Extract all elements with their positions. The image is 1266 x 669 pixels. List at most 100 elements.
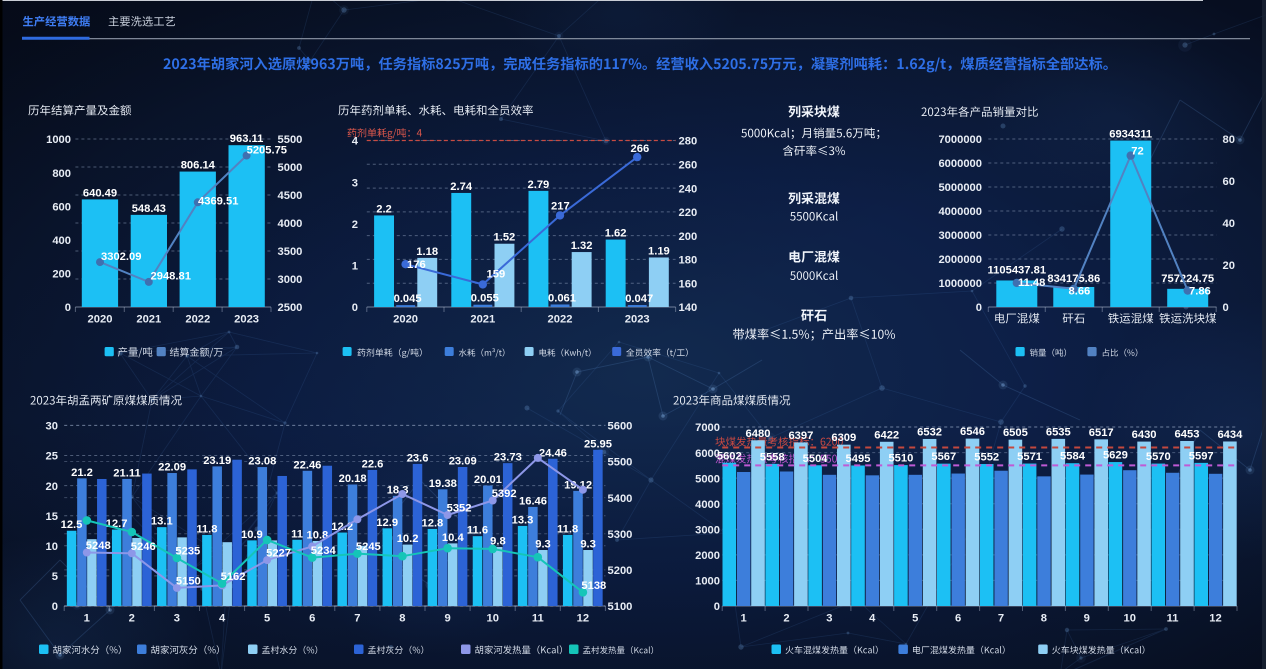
svg-text:5234: 5234 [311, 545, 337, 557]
svg-text:6397: 6397 [788, 430, 813, 442]
svg-text:6453: 6453 [1175, 429, 1200, 441]
svg-text:23.19: 23.19 [203, 455, 231, 467]
svg-text:7: 7 [998, 613, 1004, 625]
svg-text:20: 20 [46, 481, 58, 493]
svg-text:1: 1 [84, 613, 90, 625]
svg-text:6430: 6430 [1132, 429, 1157, 441]
svg-text:5205.75: 5205.75 [247, 145, 287, 157]
svg-text:3: 3 [826, 613, 832, 625]
svg-text:6934311: 6934311 [1109, 129, 1152, 141]
svg-text:1.62: 1.62 [605, 228, 627, 240]
svg-text:4: 4 [219, 613, 226, 625]
svg-text:6: 6 [955, 613, 961, 625]
svg-text:2: 2 [783, 613, 789, 625]
svg-text:3000: 3000 [695, 525, 720, 537]
svg-text:5235: 5235 [175, 546, 200, 558]
svg-text:9.3: 9.3 [580, 539, 596, 551]
svg-text:5000: 5000 [695, 473, 720, 485]
svg-text:5: 5 [264, 613, 270, 625]
svg-text:2023: 2023 [625, 314, 650, 326]
svg-text:400: 400 [52, 235, 71, 247]
svg-text:5495: 5495 [846, 453, 871, 465]
svg-text:5552: 5552 [974, 452, 999, 464]
svg-text:200: 200 [52, 269, 71, 281]
svg-text:6546: 6546 [960, 426, 985, 438]
svg-text:2021: 2021 [470, 314, 495, 326]
svg-text:800: 800 [52, 168, 71, 180]
svg-text:1: 1 [740, 613, 746, 625]
svg-text:0: 0 [714, 601, 720, 613]
svg-text:5510: 5510 [888, 453, 913, 465]
svg-text:5000: 5000 [278, 162, 303, 174]
svg-text:5000000: 5000000 [938, 182, 982, 194]
svg-text:0: 0 [352, 302, 358, 314]
svg-text:19.38: 19.38 [429, 478, 457, 490]
svg-text:7000000: 7000000 [938, 134, 982, 146]
svg-text:5162: 5162 [221, 571, 246, 583]
svg-text:9: 9 [444, 613, 450, 625]
svg-text:1.32: 1.32 [571, 240, 593, 252]
svg-text:548.43: 548.43 [132, 203, 166, 215]
svg-text:1000000: 1000000 [938, 278, 982, 290]
svg-text:72: 72 [1131, 146, 1143, 158]
svg-text:4: 4 [352, 136, 359, 148]
svg-text:5392: 5392 [492, 488, 517, 500]
svg-text:2022: 2022 [185, 314, 210, 326]
svg-text:5597: 5597 [1189, 450, 1214, 462]
svg-text:16.46: 16.46 [519, 495, 547, 507]
svg-text:6: 6 [309, 613, 315, 625]
svg-text:2020: 2020 [88, 314, 113, 326]
svg-text:5: 5 [52, 571, 58, 583]
svg-text:5629: 5629 [1103, 450, 1128, 462]
svg-text:6532: 6532 [917, 427, 942, 439]
svg-text:176: 176 [407, 259, 426, 271]
svg-text:24.46: 24.46 [539, 447, 567, 459]
svg-text:10.2: 10.2 [397, 533, 419, 545]
svg-text:260: 260 [679, 160, 698, 172]
svg-text:25.95: 25.95 [584, 438, 612, 450]
svg-text:266: 266 [631, 143, 650, 155]
svg-text:6505: 6505 [1003, 427, 1028, 439]
svg-text:0: 0 [1223, 302, 1229, 314]
svg-text:23.73: 23.73 [494, 452, 522, 464]
svg-text:6480: 6480 [746, 428, 771, 440]
svg-text:640.49: 640.49 [83, 187, 117, 199]
svg-text:8.66: 8.66 [1069, 286, 1091, 298]
svg-text:12.5: 12.5 [61, 519, 83, 531]
svg-text:10.9: 10.9 [241, 529, 263, 541]
svg-text:21.2: 21.2 [71, 467, 93, 479]
svg-text:6422: 6422 [874, 429, 899, 441]
svg-text:11.6: 11.6 [467, 525, 488, 537]
svg-text:3302.09: 3302.09 [101, 251, 141, 263]
svg-text:0.047: 0.047 [625, 293, 653, 305]
svg-text:40: 40 [1223, 218, 1235, 230]
svg-text:240: 240 [679, 183, 698, 195]
svg-text:1.19: 1.19 [648, 246, 670, 258]
svg-text:11: 11 [291, 528, 303, 540]
svg-text:2: 2 [129, 613, 135, 625]
svg-text:0: 0 [52, 601, 58, 613]
svg-text:8: 8 [399, 613, 405, 625]
svg-text:3500: 3500 [278, 246, 303, 258]
svg-text:1.18: 1.18 [416, 246, 438, 258]
svg-text:3: 3 [174, 613, 180, 625]
svg-text:5227: 5227 [266, 548, 291, 560]
svg-text:2500: 2500 [278, 302, 303, 314]
svg-text:5570: 5570 [1146, 451, 1171, 463]
svg-text:1: 1 [352, 261, 358, 273]
svg-text:23.08: 23.08 [248, 456, 276, 468]
svg-text:10.4: 10.4 [442, 532, 465, 544]
svg-text:9.8: 9.8 [490, 536, 506, 548]
svg-text:2021: 2021 [136, 314, 161, 326]
svg-text:220: 220 [679, 207, 698, 219]
svg-text:806.14: 806.14 [181, 160, 216, 172]
svg-text:5150: 5150 [176, 575, 201, 587]
svg-text:2022: 2022 [548, 314, 573, 326]
svg-text:20.01: 20.01 [474, 474, 502, 486]
svg-text:6309: 6309 [831, 432, 856, 444]
svg-text:5200: 5200 [608, 565, 633, 577]
svg-text:5567: 5567 [931, 451, 956, 463]
svg-text:7000: 7000 [695, 422, 720, 434]
svg-text:11.8: 11.8 [196, 524, 217, 536]
svg-text:4369.51: 4369.51 [198, 196, 238, 208]
